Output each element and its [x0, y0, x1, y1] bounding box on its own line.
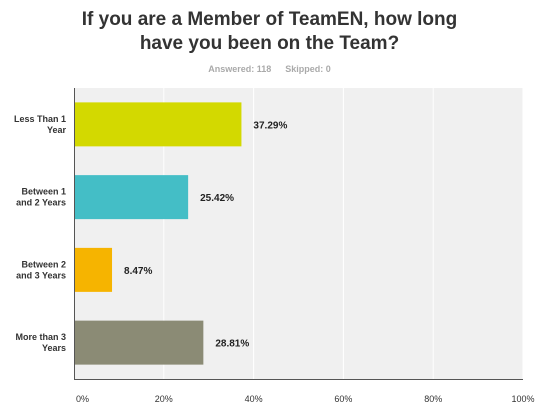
response-stats: Answered: 118 Skipped: 0 — [0, 64, 539, 74]
data-label: 8.47% — [124, 266, 152, 277]
x-tick-label: 20% — [155, 394, 173, 404]
category-label: and 2 Years — [16, 198, 66, 208]
x-tick-label: 100% — [511, 394, 534, 404]
bar — [75, 102, 242, 147]
category-label: Between 1 — [21, 187, 66, 197]
category-label: Year — [47, 125, 67, 135]
bar — [75, 175, 189, 220]
category-label: More than 3 — [15, 332, 66, 342]
data-label: 25.42% — [200, 193, 234, 204]
category-label: Less Than 1 — [14, 114, 66, 124]
x-tick-label: 40% — [245, 394, 263, 404]
skipped-count: Skipped: 0 — [285, 64, 331, 74]
category-label: Between 2 — [21, 259, 66, 269]
bar — [75, 320, 204, 365]
chart-title-line-1: If you are a Member of TeamEN, how long — [81, 9, 458, 30]
data-label: 37.29% — [253, 120, 287, 131]
category-label: Years — [42, 343, 66, 353]
answered-count: Answered: 118 — [208, 64, 272, 74]
data-label: 28.81% — [215, 339, 249, 350]
bar — [75, 247, 113, 292]
x-tick-label: 0% — [76, 394, 89, 404]
category-label: and 3 Years — [16, 270, 66, 280]
chart-title: If you are a Member of TeamEN, how long … — [0, 8, 539, 56]
x-tick-label: 80% — [424, 394, 442, 404]
chart-title-line-2: have you been on the Team? — [139, 33, 400, 54]
x-tick-label: 60% — [334, 394, 352, 404]
